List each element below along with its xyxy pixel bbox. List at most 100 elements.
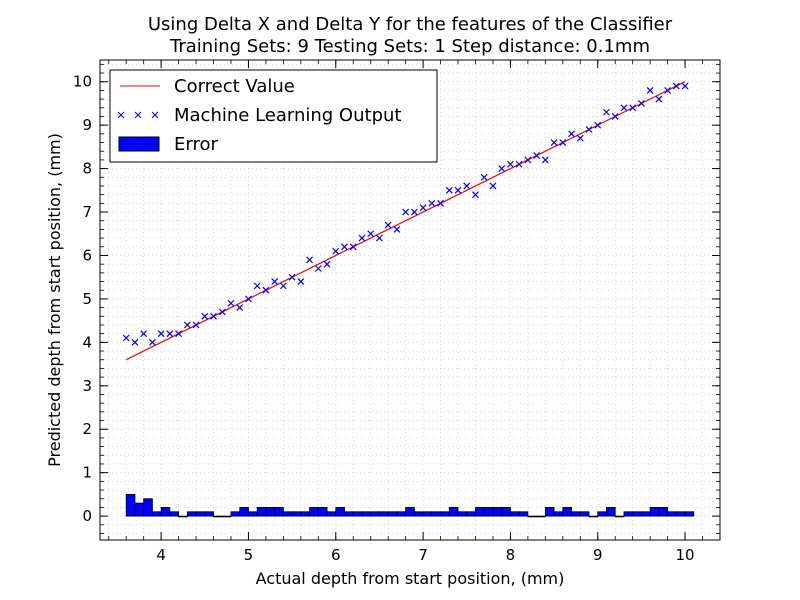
ml-output-marker	[306, 256, 314, 264]
y-tick-label: 10	[73, 73, 92, 91]
x-tick-label: 4	[156, 546, 166, 564]
ml-output-marker	[341, 243, 348, 251]
error-bar	[352, 511, 363, 517]
error-bar	[134, 502, 145, 517]
ml-output-marker	[498, 165, 506, 173]
ml-output-marker	[664, 86, 672, 94]
error-bar	[195, 511, 206, 517]
ml-output-marker	[384, 221, 392, 229]
ml-output-marker	[437, 199, 444, 207]
y-tick-label: 5	[82, 290, 92, 308]
error-bar	[291, 511, 302, 517]
y-tick-label: 4	[82, 333, 92, 351]
error-bar	[544, 507, 555, 517]
ml-output-marker	[262, 286, 270, 294]
ml-output-marker	[489, 182, 497, 190]
error-bar	[527, 515, 538, 518]
error-bar	[379, 511, 389, 517]
ml-output-marker	[646, 86, 654, 94]
legend: Correct Value Machine Learning Output Er…	[109, 69, 438, 163]
x-tick-label: 9	[593, 546, 603, 564]
error-bar	[475, 507, 485, 517]
legend-label-error: Error	[174, 134, 218, 155]
error-bar	[335, 507, 345, 517]
ml-output-marker	[533, 152, 541, 159]
ml-output-marker	[559, 139, 567, 146]
error-bar	[431, 511, 441, 517]
x-axis-label: Actual depth from start position, (mm)	[256, 569, 565, 588]
error-bar	[160, 507, 171, 517]
ml-output-marker	[131, 338, 139, 346]
error-bar	[518, 511, 529, 517]
ml-output-marker	[515, 160, 523, 168]
error-bar	[597, 511, 607, 517]
error-bar	[457, 511, 468, 517]
ml-output-marker	[367, 230, 375, 238]
error-bars	[125, 493, 695, 518]
error-bar	[606, 507, 616, 517]
ml-output-marker	[463, 182, 471, 190]
error-bar	[448, 507, 459, 517]
correct-value-line-layer	[125, 81, 686, 361]
ml-output-marker	[419, 204, 427, 212]
ml-output-marker	[157, 330, 165, 338]
error-bar	[641, 511, 651, 517]
error-bar	[405, 507, 415, 517]
ml-output-marker	[445, 186, 453, 194]
error-bar	[614, 515, 625, 518]
error-bar	[649, 507, 660, 517]
ml-output-marker	[245, 295, 252, 303]
y-tick-label: 6	[82, 246, 92, 264]
error-bar	[300, 511, 310, 517]
ml-output-marker	[314, 265, 322, 272]
ml-output-marker	[681, 82, 689, 90]
ml-output-marker	[428, 199, 436, 207]
axis-ticks: 4 5 6 7 8 9 10 0 1 2 3 4 5 6 7 8 9 10	[73, 60, 721, 564]
error-bar	[466, 511, 476, 517]
ml-output-marker	[175, 330, 183, 338]
error-bar	[309, 507, 319, 517]
error-bar	[483, 507, 494, 517]
error-bar	[571, 511, 581, 517]
y-tick-label: 7	[82, 203, 92, 221]
error-bar	[413, 511, 424, 517]
error-bar	[632, 511, 642, 517]
ml-output-marker	[550, 139, 558, 146]
ml-output-marker	[506, 160, 514, 168]
y-tick-label: 1	[82, 464, 92, 482]
error-bar	[213, 515, 223, 518]
ml-output-marker	[541, 156, 549, 164]
error-bar	[169, 511, 179, 517]
ml-output-marker	[637, 100, 645, 107]
error-bar	[684, 511, 695, 517]
x-tick-label: 6	[331, 546, 341, 564]
error-bar	[143, 498, 153, 517]
ml-output-marker	[393, 225, 401, 233]
error-bar	[675, 511, 686, 517]
error-bar	[221, 515, 232, 518]
error-bar	[501, 507, 511, 517]
ml-output-marker	[454, 186, 462, 194]
ml-output-marker	[568, 130, 575, 138]
error-bar	[186, 511, 197, 517]
error-bar	[440, 511, 450, 517]
ml-output-marker	[576, 134, 584, 142]
error-bar	[178, 515, 188, 518]
error-bar	[344, 511, 354, 517]
x-tick-label: 10	[676, 546, 695, 564]
ml-output-marker	[192, 321, 200, 329]
chart-title-line1: Using Delta X and Delta Y for the featur…	[148, 14, 673, 35]
error-bar	[562, 507, 572, 517]
error-bar	[422, 511, 433, 517]
plot-area-frame	[99, 59, 721, 541]
x-tick-label: 5	[244, 546, 254, 564]
ml-output-marker	[611, 113, 619, 120]
ml-output-marker	[349, 243, 357, 251]
ml-output-marker	[480, 173, 488, 181]
error-bar	[317, 507, 328, 517]
legend-label-correct-value: Correct Value	[174, 76, 295, 97]
ml-output-marker	[524, 156, 532, 164]
error-bar	[239, 507, 249, 517]
ml-output-marker	[585, 126, 593, 133]
